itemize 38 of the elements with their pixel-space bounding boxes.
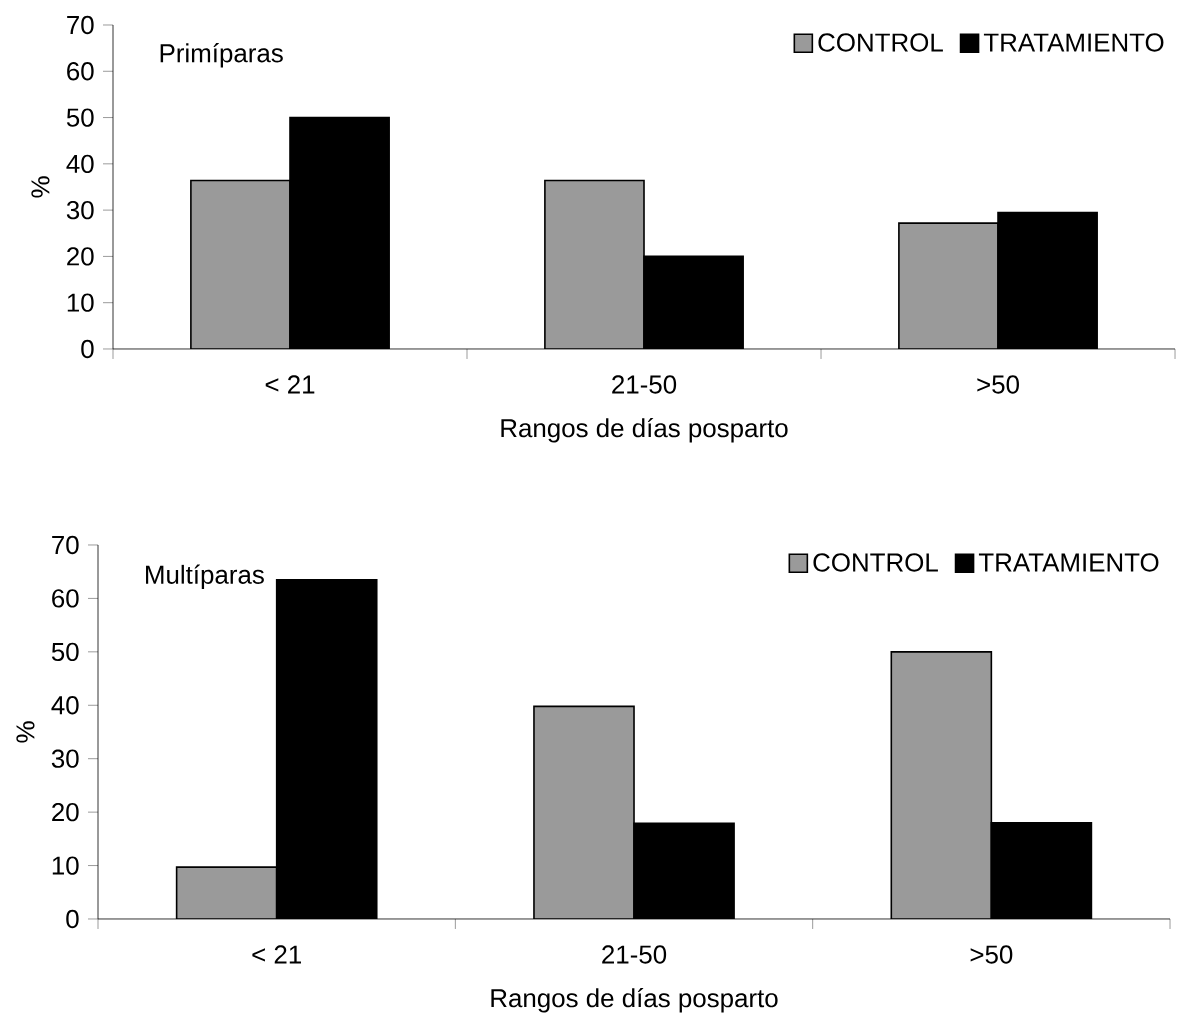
x-tick-label: 21-50 — [602, 945, 667, 964]
bar — [544, 179, 645, 349]
y-tick-label: 0 — [81, 339, 94, 359]
y-tick-label: 10 — [52, 856, 79, 875]
x-tick-label: 21-50 — [612, 375, 677, 394]
legend-label: TRATAMIENTO — [983, 33, 1164, 52]
y-tick-label: 50 — [51, 642, 79, 661]
y-tick-label: 20 — [52, 802, 79, 822]
y-tick-label: 60 — [52, 589, 79, 608]
y-tick-label: 0 — [66, 909, 79, 929]
y-tick-label: 20 — [67, 247, 94, 266]
y-tick-label: 50 — [66, 108, 94, 127]
bar — [175, 866, 278, 919]
legend-label: CONTROL — [818, 33, 943, 52]
y-axis-title: % — [31, 176, 50, 198]
legend-label: TRATAMIENTO — [978, 553, 1159, 572]
x-tick-label: < 21 — [265, 375, 315, 394]
bar — [898, 222, 999, 349]
y-tick-label: 30 — [66, 200, 94, 220]
x-tick-label: >50 — [970, 945, 1013, 964]
text: Multíparas — [146, 564, 264, 590]
y-tick-label: 70 — [67, 15, 94, 35]
y-tick-label: 70 — [52, 535, 79, 555]
y-tick-label: 40 — [51, 696, 79, 715]
bar — [533, 705, 635, 919]
x-tick-label: >50 — [977, 375, 1019, 394]
bar — [190, 179, 291, 349]
x-axis-title: Rangos de días posparto — [491, 988, 778, 1013]
x-tick-label: < 21 — [252, 945, 301, 964]
legend-label: CONTROL — [813, 553, 938, 572]
y-tick-label: 60 — [67, 62, 94, 81]
y-tick-label: 10 — [67, 293, 94, 312]
y-tick-label: 30 — [51, 749, 79, 768]
x-axis-title: Rangos de días posparto — [501, 418, 788, 443]
text: Primíparas — [160, 43, 283, 68]
y-tick-label: 40 — [66, 154, 94, 173]
y-axis-title: % — [16, 721, 35, 743]
bar — [890, 651, 993, 919]
